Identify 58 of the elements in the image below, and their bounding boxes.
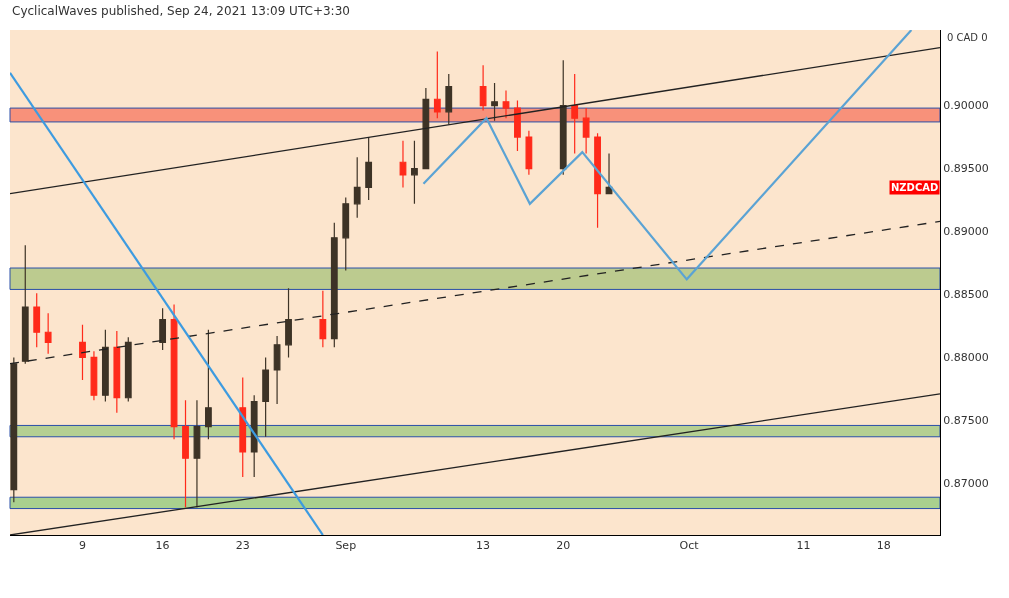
candlestick <box>285 287 292 359</box>
candlestick <box>90 350 98 401</box>
x-tick-label: 18 <box>876 539 891 553</box>
candlestick <box>502 89 510 119</box>
x-tick-label: Oct <box>679 539 700 553</box>
x-tick-label: Sep <box>335 539 357 553</box>
candlestick <box>514 99 521 152</box>
candlestick <box>559 59 567 176</box>
candlestick <box>411 140 418 205</box>
candlestick <box>479 64 487 112</box>
text: 0 CAD 0 <box>947 32 988 43</box>
y-tick-label: 0.89000 <box>943 225 989 239</box>
y-tick-label: 0.88000 <box>943 351 989 365</box>
x-tick-label: 11 <box>796 539 811 553</box>
x-tick-label: 9 <box>78 539 86 553</box>
candlestick <box>101 329 109 403</box>
y-tick-label: 0.89500 <box>943 162 989 176</box>
candlestick <box>193 399 201 508</box>
candlestick <box>605 152 613 195</box>
text: CyclicalWaves published, Sep 24, 2021 13:09 UTC+3:30 <box>12 4 350 18</box>
candlestick <box>170 303 178 440</box>
candlestick <box>582 107 590 155</box>
candlestick <box>33 292 41 348</box>
candlestick <box>353 156 361 219</box>
candlestick <box>422 87 430 170</box>
y-tick-label: 0.90000 <box>943 99 989 113</box>
candlestick <box>433 50 441 119</box>
candlestick <box>21 244 29 365</box>
y-tick-label: 0.87500 <box>943 414 989 428</box>
candlestick <box>79 324 86 381</box>
y-tick-label: 0.87000 <box>943 477 989 491</box>
candlestick <box>113 330 121 414</box>
candlestick <box>445 73 453 126</box>
x-tick-label: 23 <box>235 539 250 553</box>
candlestick <box>124 336 132 403</box>
candlestick <box>262 356 270 438</box>
x-tick-label: 13 <box>476 539 491 553</box>
candlestick <box>594 132 601 229</box>
y-tick-label: 0.88500 <box>943 288 989 302</box>
candlestick <box>10 356 18 503</box>
candlestick <box>44 312 52 355</box>
candlestick <box>239 376 247 478</box>
candlestick <box>159 307 167 351</box>
x-tick-label: 20 <box>556 539 571 553</box>
candlestick <box>182 399 189 508</box>
candlestick <box>342 196 350 272</box>
candlestick <box>330 222 338 348</box>
candlestick <box>319 290 327 348</box>
candlestick <box>205 329 212 440</box>
candlestick <box>571 73 579 155</box>
candlestick <box>273 335 281 405</box>
annotation: NZDCAD <box>891 182 939 193</box>
candlestick <box>365 136 373 201</box>
x-tick-label: 16 <box>155 539 170 553</box>
candlestick <box>399 140 407 189</box>
candlestick <box>525 130 533 176</box>
candlestick <box>491 82 498 122</box>
candlestick <box>250 394 258 478</box>
